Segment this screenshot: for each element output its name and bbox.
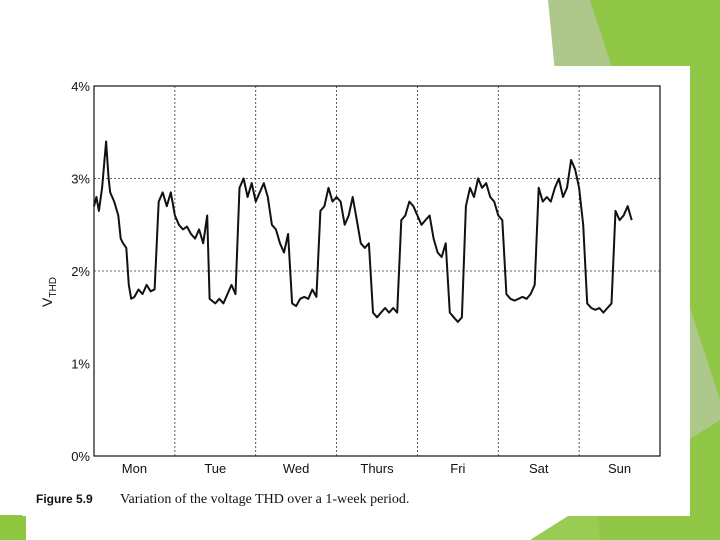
- y-tick-label: 3%: [71, 172, 90, 187]
- x-day-label: Tue: [204, 461, 226, 476]
- x-day-label: Thurs: [360, 461, 394, 476]
- x-day-label: Wed: [283, 461, 310, 476]
- gridlines: [94, 86, 660, 456]
- x-day-labels: Mon Tue Wed Thurs Fri Sat Sun: [122, 461, 631, 476]
- y-tick-label: 4%: [71, 79, 90, 94]
- series-line-vthd: [93, 140, 633, 323]
- accent-triangle-bottom-left: [0, 515, 26, 540]
- x-day-label: Sun: [608, 461, 631, 476]
- y-tick-label: 0%: [71, 449, 90, 464]
- x-day-label: Mon: [122, 461, 147, 476]
- thd-line-chart: 0%1%2%3%4% Mon Tue Wed Thurs Fri Sat Sun VTHD …: [36, 79, 661, 507]
- x-day-label: Sat: [529, 461, 549, 476]
- y-tick-labels: 0% 1% 2% 3% 4%: [71, 79, 90, 464]
- figure-card: 0% 1% 2% 3% 4% Mon Tue Wed Thurs Fri Sat Sun VTHD …: [22, 66, 690, 516]
- figure-number: Figure 5.9: [36, 492, 93, 506]
- y-axis-label: VTHD: [39, 277, 59, 307]
- x-day-label: Fri: [450, 461, 465, 476]
- figure-caption: Variation of the voltage THD over a 1-we…: [120, 492, 409, 507]
- y-tick-label: 1%: [71, 357, 90, 372]
- y-tick-label: 2%: [71, 264, 90, 279]
